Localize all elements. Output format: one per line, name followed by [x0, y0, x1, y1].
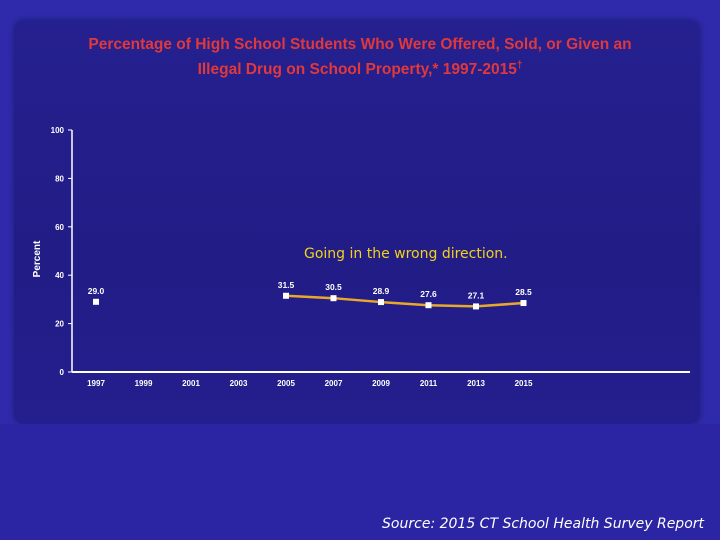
data-label: 29.0 [88, 286, 105, 296]
x-tick-label: 2007 [325, 379, 343, 388]
x-tick-label: 2001 [182, 379, 200, 388]
chart-title: Percentage of High School Students Who W… [30, 34, 690, 80]
y-tick-label: 40 [55, 271, 64, 280]
chart-ticks: 0 20 40 60 80 100 Percent 1997 1999 2001 2003 2005 2… [32, 126, 533, 388]
x-tick-label: 2005 [277, 379, 295, 388]
y-tick-label: 80 [55, 174, 64, 183]
x-tick-label: 2009 [372, 379, 390, 388]
chart-axes [71, 130, 690, 373]
data-point [330, 295, 337, 302]
data-point [283, 292, 289, 299]
data-label: 28.9 [373, 286, 390, 296]
x-tick-label: 1997 [87, 379, 105, 388]
chart-annotation: Going in the wrong direction. [304, 246, 508, 262]
data-point [520, 300, 527, 307]
data-point [378, 299, 384, 306]
data-point [425, 302, 432, 309]
data-label: 31.5 [278, 280, 295, 290]
data-point [93, 298, 99, 305]
x-tick-label: 2003 [230, 379, 248, 388]
line-chart: 0 20 40 60 80 100 Percent 1997 1999 2001 2003 2005 2… [32, 126, 690, 388]
data-label: 28.5 [515, 287, 532, 297]
title-dagger: † [516, 60, 523, 71]
y-tick-label: 20 [55, 320, 64, 329]
data-label: 27.1 [468, 290, 485, 300]
x-tick-label: 2011 [420, 379, 438, 388]
chart-title-line2: Illegal Drug on School Property,* 1997-2… [197, 61, 517, 79]
chart-title-line1: Percentage of High School Students Who W… [88, 36, 632, 53]
y-axis-label: Percent [32, 240, 43, 277]
footer-band: Source: 2015 CT School Health Survey Rep… [0, 424, 720, 540]
x-tick-label: 2015 [515, 379, 533, 388]
chart-series: 29.0 31.5 30.5 28.9 27.6 27.1 28.5 [88, 280, 532, 310]
y-tick-label: 60 [55, 223, 64, 232]
chart-panel [14, 20, 700, 424]
y-tick-label: 0 [60, 368, 65, 377]
y-tick-label: 100 [51, 126, 65, 135]
series-line [285, 294, 524, 308]
data-point [473, 303, 479, 310]
data-label: 30.5 [325, 282, 342, 292]
source-citation: Source: 2015 CT School Health Survey Rep… [382, 516, 704, 532]
data-label: 27.6 [420, 289, 437, 299]
x-tick-label: 2013 [467, 379, 485, 388]
x-tick-label: 1999 [135, 379, 153, 388]
